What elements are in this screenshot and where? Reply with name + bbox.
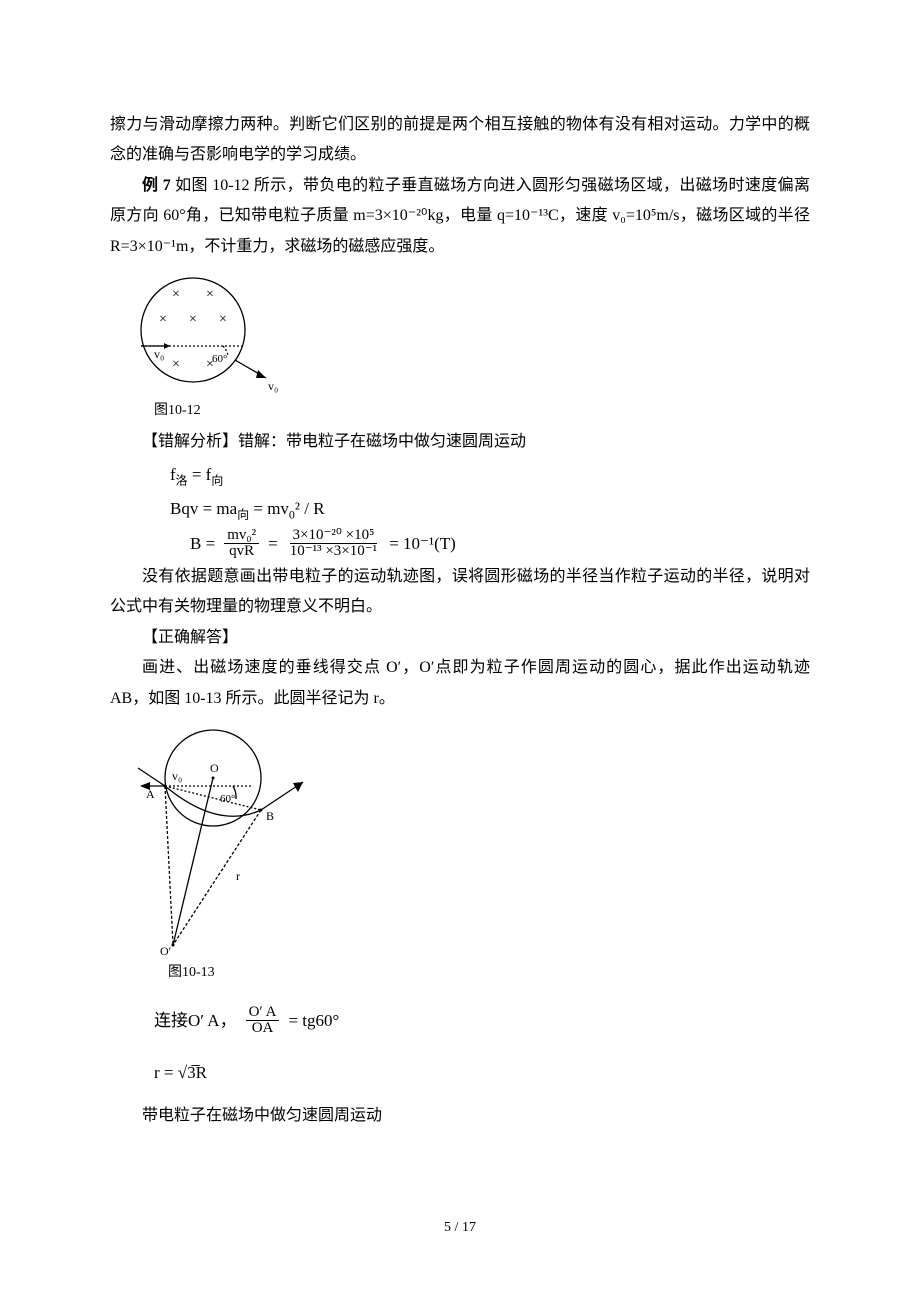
error-explain: 没有依据题意画出带电粒子的运动轨迹图，误将圆形磁场的半径当作粒子运动的半径，说明…	[110, 562, 810, 623]
label-A: A	[146, 787, 155, 801]
answer-paragraph: 画进、出磁场速度的垂线得交点 O′，O′点即为粒子作圆周运动的圆心，据此作出运动…	[110, 653, 810, 714]
figure-10-12: ×× ××× ×× v₀ v₀ 60° 图10-12	[118, 268, 810, 425]
page-total: 17	[462, 1220, 476, 1235]
eq4-den: OA	[249, 1021, 277, 1037]
eq2-tail-b: ² / R	[295, 499, 325, 518]
svg-text:×: ×	[206, 287, 214, 302]
equation-3: B = mv₀² qvR = 3×10⁻²⁰ ×10⁵ 10⁻¹³ ×3×10⁻…	[190, 528, 810, 561]
eq3-mid: =	[268, 528, 278, 560]
text: 画进、出磁场速度的垂线得交点 O′，O′点即为粒子作圆周运动的圆心，据此作出运动…	[110, 659, 810, 706]
svg-text:×: ×	[172, 357, 180, 372]
eq3-frac1: mv₀² qvR	[224, 528, 259, 561]
label-v0-in: v₀	[154, 347, 164, 361]
page-sep: /	[451, 1220, 462, 1235]
equation-4: 连接O′ A， O′ A OA = tg60°	[154, 1005, 810, 1038]
eq2-head: Bqv = ma	[170, 499, 237, 518]
svg-text:×: ×	[219, 312, 227, 327]
error-label: 【错解分析】	[142, 433, 238, 450]
text: 擦力与滑动摩擦力两种。判断它们区别的前提是两个相互接触的物体有没有相对运动。力学…	[110, 116, 810, 163]
example-label: 例 7	[142, 177, 175, 194]
eq5-text: r = √3̅R	[154, 1063, 207, 1082]
eq3-f1-num: mv₀²	[224, 528, 259, 545]
label-B: B	[266, 809, 274, 823]
eq3-frac2: 3×10⁻²⁰ ×10⁵ 10⁻¹³ ×3×10⁻¹	[287, 528, 381, 561]
label-v0-out: v₀	[268, 379, 278, 393]
paragraph-continued: 擦力与滑动摩擦力两种。判断它们区别的前提是两个相互接触的物体有没有相对运动。力学…	[110, 110, 810, 171]
example-7-paragraph: 例 7 如图 10-12 所示，带负电的粒子垂直磁场方向进入圆形匀强磁场区域，出…	[110, 171, 810, 262]
error-analysis: 【错解分析】错解：带电粒子在磁场中做匀速圆周运动	[110, 427, 810, 457]
eq4-tail: = tg60°	[288, 1005, 339, 1037]
eq1-mid: = f	[188, 465, 212, 484]
equation-5: r = √3̅R	[154, 1057, 810, 1089]
eq3-tail: = 10⁻¹(T)	[389, 528, 456, 560]
figure-10-12-svg: ×× ××× ×× v₀ v₀ 60°	[118, 268, 288, 398]
label-r: r	[236, 869, 240, 883]
eq1-sub1: 洛	[176, 473, 188, 487]
eq3-b: B =	[190, 528, 215, 560]
figure-10-12-caption: 图10-12	[118, 398, 810, 425]
equation-1: f洛 = f向	[170, 459, 810, 491]
svg-text:×: ×	[189, 312, 197, 327]
text: 带电粒子在磁场中做匀速圆周运动	[142, 1107, 382, 1124]
svg-text:×: ×	[159, 312, 167, 327]
page-footer: 5 / 17	[0, 1215, 920, 1242]
label-O: O	[210, 761, 219, 775]
eq3-f1-den: qvR	[226, 544, 257, 560]
example-text: 如图 10-12 所示，带负电的粒子垂直磁场方向进入圆形匀强磁场区域，出磁场时速…	[110, 177, 810, 255]
figure-10-13-caption: 图10-13	[118, 960, 810, 987]
document-page: 擦力与滑动摩擦力两种。判断它们区别的前提是两个相互接触的物体有没有相对运动。力学…	[0, 0, 920, 1302]
figure-10-13-svg: v₀ O A B O′ r 60°	[118, 720, 328, 960]
label-angle: 60°	[220, 793, 235, 805]
eq3-f2-num: 3×10⁻²⁰ ×10⁵	[290, 528, 378, 545]
answer-label-text: 【正确解答】	[142, 629, 238, 646]
eq1-sub2: 向	[211, 473, 223, 487]
label-angle-60: 60°	[212, 353, 227, 365]
answer-label: 【正确解答】	[110, 623, 810, 653]
eq2-sub: 向	[237, 508, 249, 522]
eq4-lead: 连接O′ A，	[154, 1005, 237, 1037]
figure-10-13: v₀ O A B O′ r 60° 图10-13	[118, 720, 810, 987]
closing-paragraph: 带电粒子在磁场中做匀速圆周运动	[110, 1101, 810, 1131]
eq3-f2-den: 10⁻¹³ ×3×10⁻¹	[287, 544, 381, 560]
text: 没有依据题意画出带电粒子的运动轨迹图，误将圆形磁场的半径当作粒子运动的半径，说明…	[110, 568, 810, 615]
equation-2: Bqv = ma向 = mv0² / R	[170, 493, 810, 525]
label-v0: v₀	[172, 769, 182, 783]
eq2-tail-a: = mv	[249, 499, 289, 518]
label-O-prime: O′	[160, 944, 172, 958]
page-number: 5	[444, 1220, 451, 1235]
eq4-num: O′ A	[246, 1005, 280, 1022]
svg-text:×: ×	[172, 287, 180, 302]
eq4-frac: O′ A OA	[246, 1005, 280, 1038]
error-text: 错解：带电粒子在磁场中做匀速圆周运动	[238, 433, 526, 450]
